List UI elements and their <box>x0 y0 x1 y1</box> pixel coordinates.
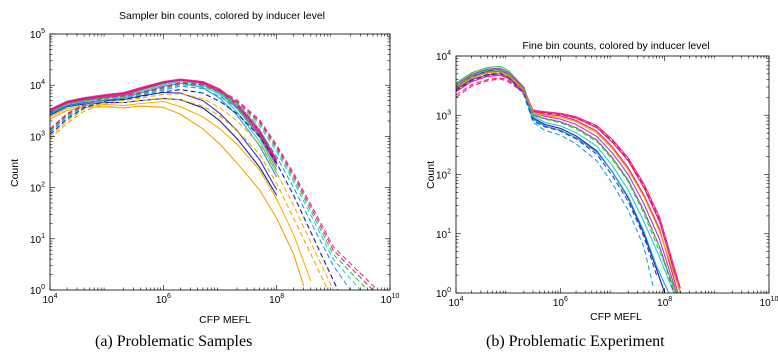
chart-a-ylabel: Count <box>9 159 21 187</box>
chart-a-x-tick-label-0: 104 <box>42 293 57 306</box>
chart-b-series-0-line <box>456 69 666 293</box>
caption-a: (a) Problematic Samples <box>95 333 253 350</box>
chart-b-x-tick-label-0: 104 <box>448 296 463 309</box>
chart-b-xlabel: CFP MEFL <box>590 311 642 323</box>
chart-b-series-12-line <box>456 71 681 293</box>
chart-a-series-14-line <box>50 85 351 290</box>
chart-b-y-tick-label-2: 102 <box>436 169 451 182</box>
chart-b-x-tick-label-3: 1010 <box>760 296 778 309</box>
chart-b-x-tick-label-2: 108 <box>657 296 672 309</box>
chart-a-y-tick-label-2: 102 <box>30 182 45 195</box>
chart-a-series-5-line <box>50 80 278 174</box>
chart-a-y-tick-label-0: 100 <box>30 284 45 297</box>
chart-a-series-18-line <box>50 81 378 290</box>
chart-b-series-13-line <box>456 69 678 293</box>
chart-a-plot-frame <box>49 33 391 291</box>
chart-b-plot-frame <box>455 55 770 294</box>
chart-a-series-11-line <box>50 97 329 290</box>
panel-b-fine-bin-counts: Fine bin counts, colored by inducer leve… <box>425 40 778 323</box>
chart-b-x-tick-label-1: 106 <box>553 296 568 309</box>
chart-b-series-9-line <box>456 74 681 289</box>
chart-b-title: Fine bin counts, colored by inducer leve… <box>522 40 709 52</box>
chart-b-y-tick-label-0: 100 <box>436 287 451 300</box>
chart-a-x-tick-label-2: 108 <box>269 293 284 306</box>
chart-a-tick-labels: 104 106 108 1010 100 101 102 103 104 105 <box>30 28 400 306</box>
chart-b-series-2-line <box>456 71 654 287</box>
chart-a-y-tick-label-1: 101 <box>30 233 45 246</box>
chart-b-series-5-line <box>456 67 678 293</box>
chart-a-x-tick-label-3: 1010 <box>381 293 400 306</box>
chart-a-y-tick-label-5: 105 <box>30 28 45 41</box>
chart-a-y-tick-label-3: 103 <box>30 130 45 143</box>
chart-a-y-tick-label-4: 104 <box>30 79 45 92</box>
chart-a-series-17-line <box>50 82 374 290</box>
chart-b-series-7-line <box>456 70 679 293</box>
chart-a-title: Sampler bin counts, colored by inducer l… <box>119 10 325 22</box>
chart-b-ylabel: Count <box>425 161 437 189</box>
chart-b-y-tick-label-4: 104 <box>436 50 451 63</box>
chart-a-series-lines <box>50 78 378 290</box>
caption-b: (b) Problematic Experiment <box>486 333 665 350</box>
chart-b-y-tick-label-1: 101 <box>436 228 451 241</box>
chart-b-series-11-line <box>456 78 681 293</box>
chart-a-series-16-line <box>50 83 368 290</box>
chart-b-series-10-line <box>456 77 681 291</box>
chart-a-x-tick-label-1: 106 <box>156 293 171 306</box>
panel-a-sampler-bin-counts: Sampler bin counts, colored by inducer l… <box>9 10 400 326</box>
chart-b-series-14-line <box>456 72 658 276</box>
chart-a-series-12-line <box>50 93 334 290</box>
chart-a-xlabel: CFP MEFL <box>199 314 251 326</box>
chart-b-tick-labels: 104 106 108 1010 100 101 102 103 104 <box>436 50 778 309</box>
chart-a-series-13-line <box>50 89 339 290</box>
chart-a-series-6-line <box>50 79 278 171</box>
chart-a-series-1-line <box>50 100 312 282</box>
chart-b-series-4-line <box>456 65 676 293</box>
chart-b-y-tick-label-3: 103 <box>436 109 451 122</box>
chart-b-series-lines <box>456 65 681 293</box>
chart-a-series-15-line <box>50 84 361 290</box>
